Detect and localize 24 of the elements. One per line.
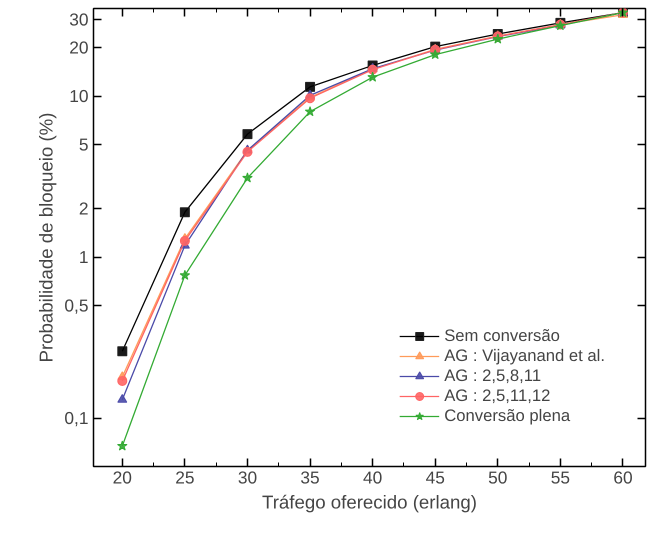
y-axis-title: Probabilidade de bloqueio (%)	[35, 112, 56, 362]
y-tick-label: 10	[69, 86, 89, 106]
legend-label: AG : 2,5,8,11	[444, 366, 542, 386]
y-tick-label: 0,5	[64, 296, 89, 316]
y-tick-label: 30	[69, 9, 89, 30]
x-tick-label: 40	[362, 468, 382, 488]
x-axis-title: Tráfego oferecido (erlang)	[262, 492, 478, 512]
y-tick-label: 0,1	[64, 408, 89, 428]
x-tick-label: 50	[488, 468, 508, 488]
x-tick-label: 45	[426, 468, 445, 488]
y-tick-label: 1	[78, 247, 89, 268]
y-tick-label: 20	[69, 38, 89, 58]
y-tick-label: 5	[78, 134, 89, 155]
legend-label: Sem conversão	[444, 326, 560, 346]
x-tick-label: 60	[613, 468, 633, 488]
legend-label: AG : Vijayanand et al.	[444, 346, 605, 366]
y-tick-label: 2	[78, 198, 89, 219]
x-tick-label: 20	[112, 468, 132, 488]
legend-label: Conversão plena	[444, 406, 570, 426]
x-tick-label: 25	[175, 468, 195, 488]
x-tick-label: 55	[550, 468, 570, 488]
x-tick-label: 30	[238, 468, 258, 488]
x-tick-label: 35	[300, 468, 320, 488]
legend-label: AG : 2,5,11,12	[444, 386, 550, 406]
